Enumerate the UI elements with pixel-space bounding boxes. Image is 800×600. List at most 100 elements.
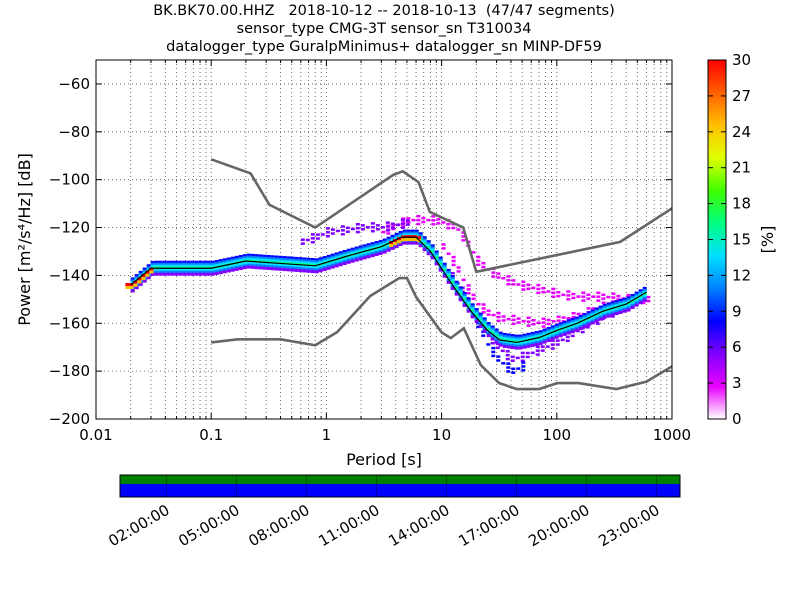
density-cell [242, 256, 247, 260]
density-cell [274, 265, 279, 269]
density-cell [462, 292, 467, 296]
density-cell [505, 357, 510, 361]
density-cell [421, 216, 426, 220]
density-cell [186, 262, 191, 266]
noise-models [210, 158, 672, 391]
density-cell [370, 229, 375, 233]
density-cell [334, 262, 339, 266]
density-cell [434, 252, 439, 256]
density-cell [154, 272, 159, 276]
density-cell [521, 369, 526, 372]
density-cell [546, 335, 551, 339]
density-cell [500, 349, 505, 353]
timeline-tick-label: 08:00:00 [245, 501, 312, 550]
density-cell [305, 238, 310, 242]
density-cell [470, 313, 475, 317]
density-cell [194, 272, 199, 276]
density-cell [194, 268, 199, 272]
density-cell [222, 270, 227, 274]
density-cell [610, 311, 615, 315]
density-cell [394, 244, 399, 248]
density-cell [238, 257, 243, 261]
density-cell [594, 309, 599, 313]
density-cell [510, 336, 515, 340]
density-cell [250, 265, 255, 269]
density-cell [476, 302, 481, 306]
density-cell [186, 260, 191, 264]
density-cell [576, 312, 581, 316]
colorbar-tick-label: 21 [732, 159, 751, 177]
density-cell [616, 298, 621, 301]
density-cell [511, 367, 516, 371]
density-cell [614, 302, 619, 306]
density-cell [486, 322, 491, 326]
plot-frame [95, 59, 673, 420]
density-cell [598, 305, 603, 309]
density-cell [355, 230, 360, 234]
density-cell [238, 255, 243, 259]
density-cell [338, 259, 343, 263]
density-cell [646, 299, 651, 303]
density-cell [142, 267, 147, 271]
timeline-bottom-bar [120, 484, 680, 497]
density-cell [562, 326, 567, 330]
density-cell [142, 279, 147, 283]
density-cell [556, 319, 561, 322]
density-cell [491, 275, 496, 278]
density-cell [314, 270, 319, 274]
density-cell [596, 295, 601, 298]
density-cell [642, 290, 647, 294]
density-cell [246, 261, 251, 265]
density-cell [314, 260, 319, 264]
density-cell [521, 284, 526, 287]
density-cell [558, 328, 563, 332]
density-cell [218, 263, 223, 267]
density-cell [630, 301, 635, 305]
density-cell [398, 235, 403, 239]
density-cell [218, 267, 223, 271]
density-cell [385, 221, 390, 224]
density-cell [162, 270, 167, 274]
density-cell [466, 309, 471, 313]
density-cell [446, 226, 451, 230]
density-cell [290, 258, 295, 262]
density-cell [638, 299, 643, 303]
density-cell [390, 238, 395, 242]
density-cell [581, 291, 586, 295]
density-cell [586, 297, 591, 300]
density-cell [494, 338, 499, 342]
density-cell [634, 299, 639, 303]
density-cell [422, 240, 427, 244]
density-cell [602, 315, 607, 319]
density-cell [226, 259, 231, 263]
title-line-1: BK.BK70.00.HHZ 2018-10-12 -- 2018-10-13 … [153, 3, 615, 19]
density-cell [358, 249, 363, 253]
density-cell [130, 277, 135, 281]
density-cell [546, 331, 551, 335]
density-cell [382, 248, 387, 252]
density-cell [622, 307, 627, 311]
density-cell [520, 355, 525, 359]
density-cell [590, 311, 595, 315]
density-cell [330, 265, 335, 269]
density-cell [531, 322, 536, 326]
density-cell [338, 261, 343, 265]
density-cell [535, 349, 540, 352]
density-cell [518, 344, 523, 348]
density-cell [594, 315, 599, 319]
density-cell [382, 246, 387, 250]
density-cell [538, 342, 543, 346]
density-cell [370, 244, 375, 248]
density-cell [234, 265, 239, 269]
density-cell [461, 239, 466, 242]
density-cell [514, 346, 519, 350]
density-cell [166, 270, 171, 274]
density-cell [174, 270, 179, 274]
density-cell [258, 264, 263, 268]
density-cell [178, 262, 183, 266]
density-cell [506, 333, 511, 337]
density-cell [466, 288, 471, 291]
density-cell [622, 309, 627, 313]
density-cell [146, 266, 151, 270]
colorbar-tick-label: 18 [732, 195, 751, 213]
